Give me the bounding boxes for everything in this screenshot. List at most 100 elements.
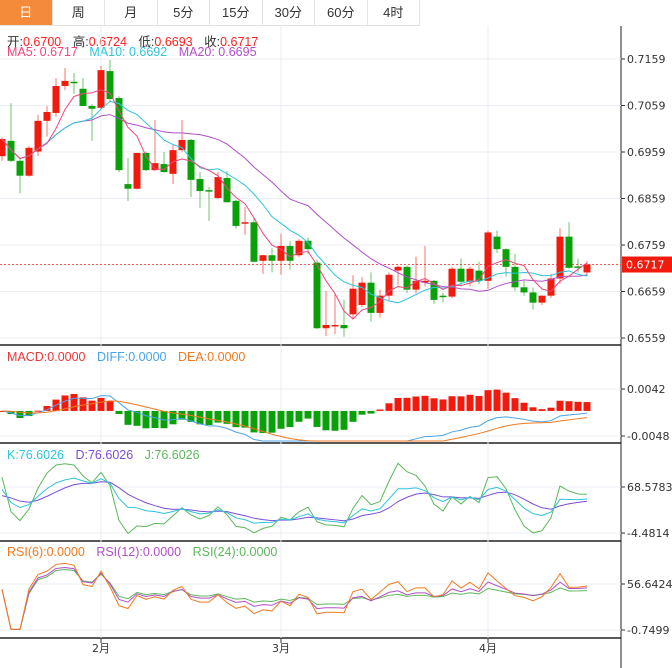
macd-bar: [385, 403, 393, 411]
candle-up: [448, 268, 456, 297]
candle-down: [106, 71, 114, 99]
candle-down: [565, 236, 573, 268]
macd-bar: [295, 410, 303, 422]
candle-up: [547, 278, 555, 296]
macd-bar: [475, 395, 483, 411]
candle-down: [574, 266, 582, 268]
macd-bar: [484, 390, 492, 411]
k-value: K:76.6026: [7, 448, 64, 462]
candle-down: [16, 160, 24, 176]
macd-bar: [304, 410, 312, 419]
candle-down: [250, 222, 258, 262]
rsi12-line: [1, 566, 588, 630]
macd-bar: [538, 409, 546, 411]
macd-bar: [349, 410, 357, 422]
macd-bar: [214, 410, 222, 423]
price-label: 0.7059: [627, 100, 666, 113]
close-value: 0.6717: [220, 35, 259, 49]
candle-up: [97, 70, 105, 108]
candle-down: [160, 164, 168, 172]
candle-up: [259, 255, 267, 261]
tab-4[interactable]: 15分: [210, 0, 263, 25]
macd-bar: [133, 410, 141, 426]
period-tabs: 日周月 5分 15分 30分 60分 4时: [0, 0, 420, 26]
candle-down: [115, 98, 123, 171]
tab-3[interactable]: 5分: [158, 0, 210, 25]
price-label: 0.7159: [627, 53, 666, 66]
candle-up: [25, 147, 33, 176]
candle-down: [7, 140, 15, 161]
rsi-axis-label: 56.6424: [627, 578, 672, 591]
candle-down: [304, 240, 312, 250]
current-price-tag: [622, 256, 672, 273]
tab-6[interactable]: 60分: [315, 0, 368, 25]
macd-bar: [97, 397, 105, 411]
tab-1[interactable]: 周: [53, 0, 105, 25]
rsi6-value: RSI(6):0.0000: [7, 545, 85, 559]
candle-down: [232, 200, 240, 226]
macd-bar: [439, 399, 447, 411]
tab-0[interactable]: 日: [0, 0, 53, 25]
tab-7[interactable]: 4时: [368, 0, 420, 25]
candle-up: [0, 138, 6, 157]
rsi24-value: RSI(24):0.0000: [192, 545, 278, 559]
open-label: 开:: [7, 35, 23, 49]
kdj-axis-label: -4.4814: [627, 527, 669, 540]
candle-up: [358, 282, 366, 305]
candle-down: [187, 139, 195, 180]
diff-value: DIFF:0.0000: [97, 350, 167, 364]
macd-bar: [151, 410, 159, 429]
x-label: 2月: [92, 642, 110, 655]
ma10-value: MA10: 0.6692: [89, 45, 168, 59]
dea-value: DEA:0.0000: [177, 350, 246, 364]
macd-bar: [430, 398, 438, 411]
macd-bar: [16, 410, 24, 418]
candle-up: [538, 295, 546, 303]
price-label: 0.6959: [627, 146, 666, 159]
candle-up: [484, 232, 492, 281]
kdj-legend: K:76.6026 D:76.6026 J:76.6026: [7, 448, 208, 462]
low-label: 低:: [138, 35, 155, 49]
candle-down: [286, 245, 294, 261]
macd-bar: [565, 401, 573, 411]
k-line: [1, 477, 588, 524]
macd-bar: [340, 410, 348, 430]
d-line: [1, 481, 588, 522]
macd-bar: [250, 410, 258, 433]
dea-line: [1, 400, 588, 442]
candle-up: [34, 120, 42, 152]
macd-bar: [223, 410, 231, 424]
candle-down: [88, 105, 96, 109]
candle-down: [520, 287, 528, 293]
price-label: 0.6659: [627, 286, 666, 299]
macd-bar: [61, 395, 69, 411]
macd-bar: [358, 410, 366, 415]
tab-2[interactable]: 月: [105, 0, 158, 25]
price-label: 0.6759: [627, 239, 666, 252]
candle-down: [475, 270, 483, 281]
candle-down: [511, 266, 519, 288]
macd-axis-label: 0.0042: [627, 383, 666, 396]
candle-down: [196, 178, 204, 192]
candle-up: [178, 139, 186, 151]
candle-down: [529, 292, 537, 303]
candle-up: [151, 163, 159, 171]
macd-bar: [286, 410, 294, 428]
ma5-value: MA5: 0.6717: [7, 45, 78, 59]
x-label: 4月: [479, 642, 497, 655]
ma20-line: [1, 114, 588, 292]
j-value: J:76.6026: [144, 448, 200, 462]
kdj-axis-label: 68.5783: [627, 481, 672, 494]
candle-up: [277, 245, 285, 261]
open-value: 0.6700: [22, 35, 62, 49]
candle-down: [439, 295, 447, 298]
tab-5[interactable]: 30分: [263, 0, 315, 25]
candle-up: [583, 264, 591, 273]
d-value: D:76.6026: [75, 448, 134, 462]
candle-up: [52, 85, 60, 113]
candle-up: [133, 152, 141, 189]
macd-bar: [421, 395, 429, 411]
macd-bar: [313, 410, 321, 427]
macd-value: MACD:0.0000: [7, 350, 86, 364]
